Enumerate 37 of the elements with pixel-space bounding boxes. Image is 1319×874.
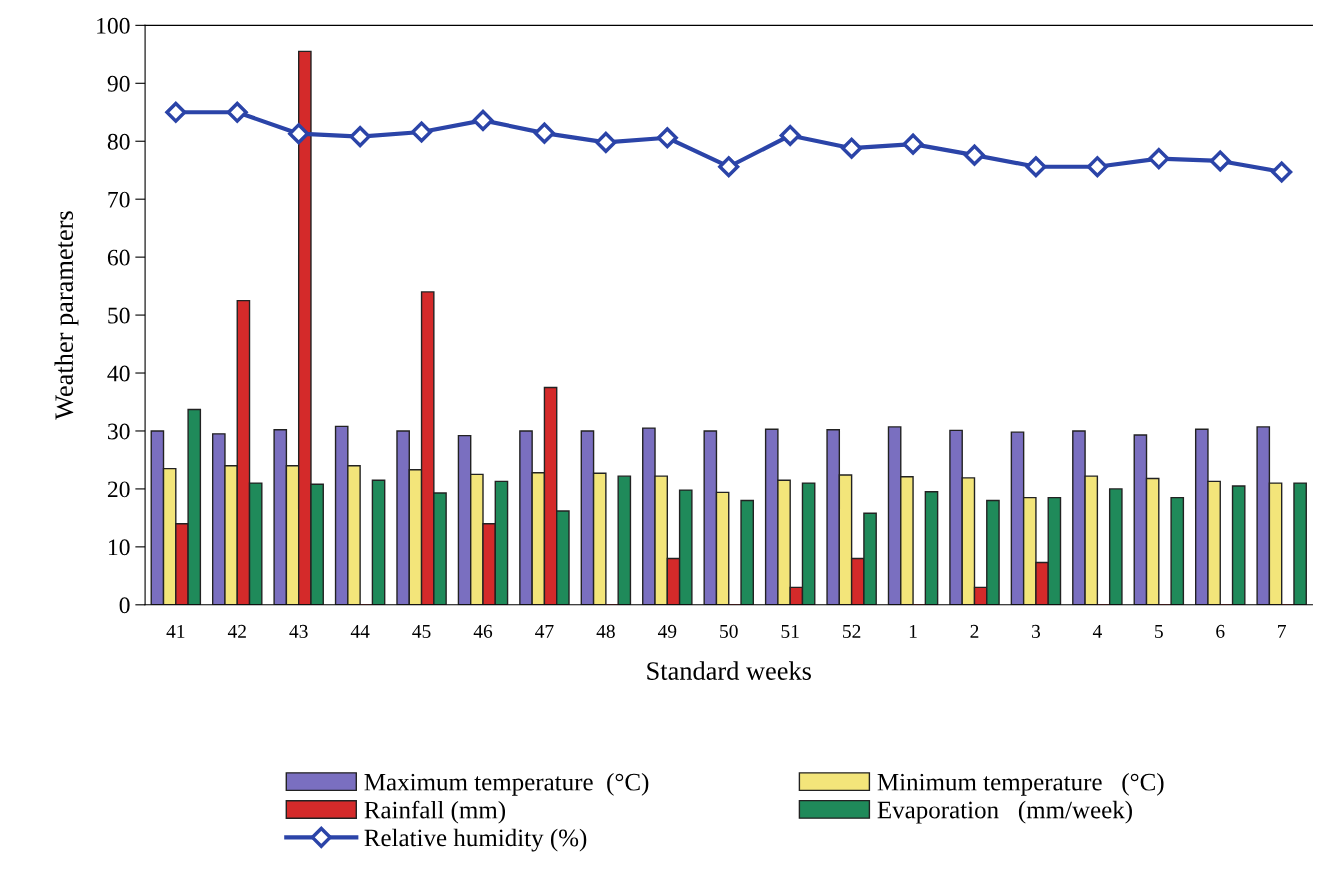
x-tick-label: 49 xyxy=(657,624,677,638)
x-tick-label: 52 xyxy=(843,624,861,638)
y-axis-title: Weather parameters xyxy=(54,211,79,420)
x-tick-label: 47 xyxy=(535,624,554,638)
x-tick-label: 48 xyxy=(596,624,615,638)
x-tick-label: 50 xyxy=(720,624,738,638)
y-tick-label: 90 xyxy=(107,75,130,92)
y-tick-label: 80 xyxy=(107,133,130,150)
y-tick-label: 60 xyxy=(107,249,130,266)
x-tick-label: 46 xyxy=(473,624,493,638)
legend-label: Evaporation (mm/week) xyxy=(877,800,1132,824)
x-tick-label: 6 xyxy=(1216,624,1225,638)
x-tick-label: 44 xyxy=(350,624,370,638)
x-tick-label: 51 xyxy=(781,624,799,638)
y-tick-label: 70 xyxy=(108,191,130,208)
x-axis-title: Standard weeks xyxy=(647,661,811,680)
y-tick-label: 40 xyxy=(107,365,130,382)
x-tick-label: 3 xyxy=(1032,624,1041,638)
x-tick-label: 41 xyxy=(166,624,185,638)
y-tick-label: 50 xyxy=(108,307,130,324)
legend-label: Rainfall (mm) xyxy=(364,800,506,824)
x-tick-label: 1 xyxy=(909,624,917,638)
y-tick-label: 30 xyxy=(108,423,130,440)
x-tick-label: 45 xyxy=(412,624,431,638)
x-tick-label: 2 xyxy=(970,624,979,638)
x-tick-label: 43 xyxy=(289,624,308,638)
x-tick-label: 4 xyxy=(1092,624,1102,638)
legend-label: Maximum temperature (°C) xyxy=(364,773,649,796)
y-tick-label: 20 xyxy=(107,481,130,498)
x-tick-label: 42 xyxy=(227,624,246,638)
y-tick-label: 10 xyxy=(108,539,130,556)
x-tick-label: 7 xyxy=(1278,625,1286,638)
legend-label: Relative humidity (%) xyxy=(364,828,587,852)
y-tick-label: 100 xyxy=(97,17,130,34)
legend-label: Minimum temperature (°C) xyxy=(877,773,1164,796)
y-tick-label: 0 xyxy=(119,597,130,614)
x-tick-label: 5 xyxy=(1155,625,1163,638)
